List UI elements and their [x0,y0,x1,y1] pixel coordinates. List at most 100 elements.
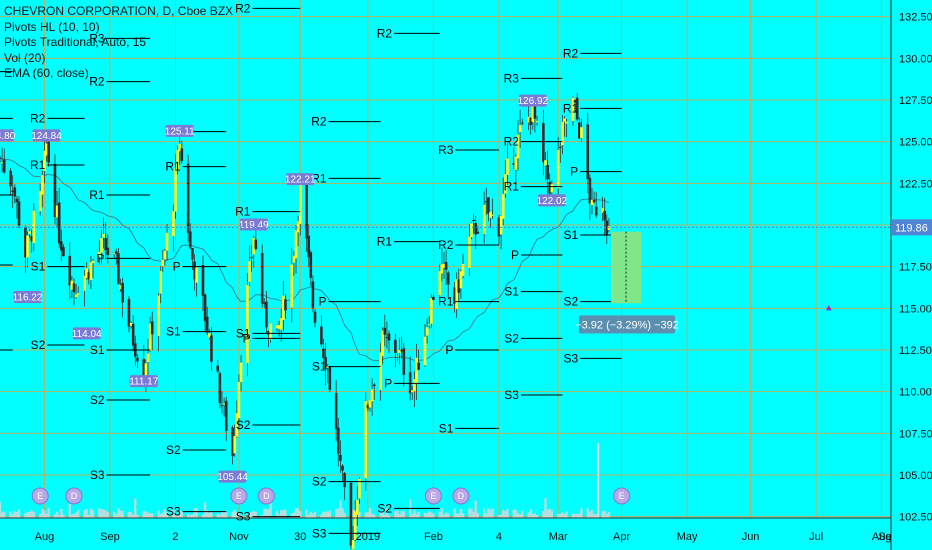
volume-bar [151,513,154,518]
legend-volume[interactable]: Vol (20) [4,50,46,65]
volume-bar [351,509,355,518]
pivot-label-r1: R1 [165,160,181,174]
candle-body [311,281,315,309]
pivot-label-s1: S1 [236,326,251,340]
candle-body [387,333,391,341]
y-tick-label: 130.00 [899,53,932,65]
volume-bar [485,513,488,518]
volume-bar [516,513,520,518]
candle-body [571,97,575,121]
x-tick-label: 2019 [356,531,380,543]
hl-label-text: 105.44 [217,472,248,483]
pivot-label-s2: S2 [312,475,327,489]
volume-bar [544,498,547,518]
volume-bar [453,508,456,518]
event-marker [31,487,49,505]
candle-body [324,357,327,370]
candle-body [410,390,414,393]
volume-bar [180,511,184,518]
volume-bar [334,508,338,518]
candle-body [165,232,169,251]
candle-body [396,355,399,357]
candle-body [28,231,31,234]
volume-bar [129,511,133,518]
pivot-label-r2: R2 [30,111,46,125]
pivot-label-p: P [445,343,453,357]
hl-label-box [72,327,101,340]
volume-bar [112,511,116,518]
legend-pivots-traditional[interactable]: Pivots Traditional, Auto, 15 [4,35,147,49]
hl-label-box [518,94,547,107]
event-letter: E [430,491,436,501]
volume-bar [491,508,494,518]
candle-body [178,143,182,152]
volume-bar [176,514,179,518]
volume-bar [337,508,340,518]
pivot-label-r2: R2 [504,135,520,149]
measure-tool[interactable]: −3.92 (−3.29%) −392 [575,231,679,334]
pivot-label-r3: R3 [89,31,105,45]
candle-body [379,352,382,390]
candle-body [334,393,338,430]
candle-body [341,465,344,471]
candle-body [102,233,105,238]
candle-body [277,325,281,329]
volume-bar [607,511,611,518]
candle-body [121,282,124,303]
volume-bar [0,501,2,518]
candle-body [364,400,368,479]
candle-body [351,539,355,550]
pivot-label-p: P [97,251,105,265]
candle-body [607,226,611,231]
candle-body [474,223,478,235]
candle-body [104,238,108,251]
candle-body [9,170,12,187]
volume-bars [0,443,611,518]
volume-bar [296,508,300,518]
volume-bar [506,509,509,518]
candle-body [417,362,420,370]
volume-bar [89,508,93,518]
candle-body [527,116,530,123]
candle-body [358,478,361,499]
candle-body [400,349,404,352]
candle-body [144,363,148,380]
candle-body [520,122,524,124]
legend-ema[interactable]: EMA (60, close) [4,66,89,80]
volume-bar [438,511,441,518]
volume-bar [87,514,90,518]
volume-bar [411,513,414,518]
candle-body [186,163,190,234]
y-tick-label: 115.00 [899,303,932,315]
volume-bar [447,513,450,518]
candle-body [233,436,236,454]
candle-body [339,454,342,461]
event-marker [65,487,83,505]
volume-bar [487,508,490,518]
volume-bar [32,511,36,518]
pivot-label-s1: S1 [90,343,105,357]
volume-bar [26,512,29,518]
legend-pivots-hl[interactable]: Pivots HL (10, 10) [4,19,100,34]
volume-bar [267,508,270,518]
event-letter: D [458,491,465,501]
legend-symbol[interactable]: CHEVRON CORPORATION, D, Cboe BZX [4,4,234,18]
pivot-label-r1: R1 [235,205,251,219]
pivot-levels: R2R1PS1S2R2R1S1S2R3R2R1PS1S2S3R2R1PS1S2S… [0,0,622,540]
pivot-label-s2: S2 [90,393,105,407]
candle-body [180,148,184,161]
pivot-label-s1: S1 [563,228,578,242]
candle-body [279,317,283,330]
volume-bar [252,510,255,518]
volume-bar [220,511,224,518]
candle-body [85,267,88,279]
candle-body [298,181,302,225]
volume-bar [576,513,579,518]
volume-bar [324,512,327,518]
candle-body [174,168,177,212]
volume-bar [533,513,537,518]
volume-bar [284,509,287,518]
candle-body [282,295,285,320]
